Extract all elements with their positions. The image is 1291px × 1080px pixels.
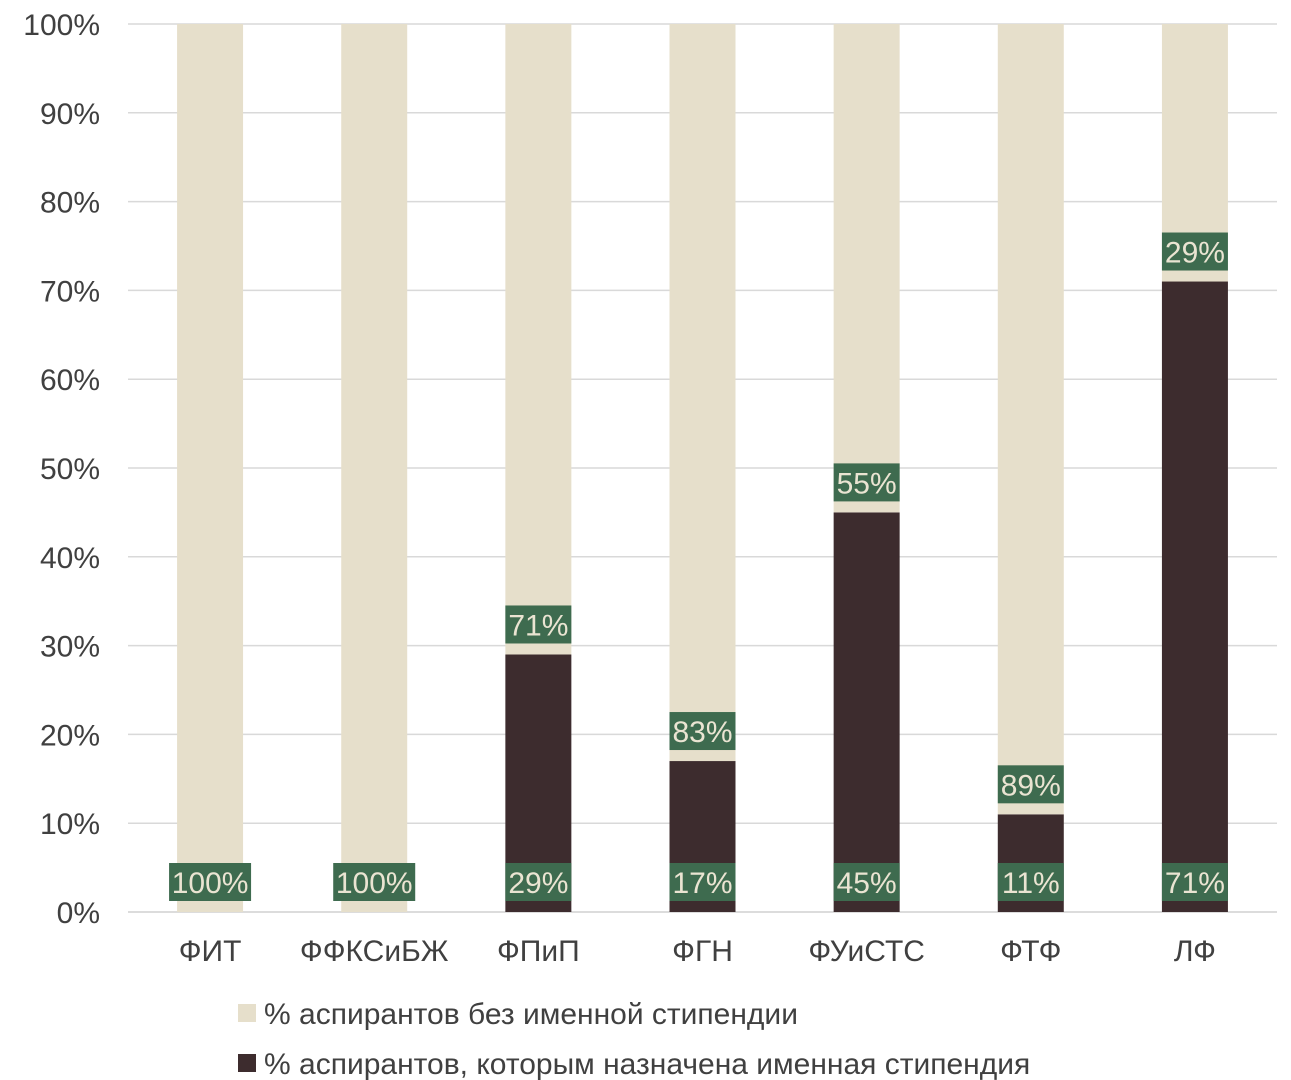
x-category-label: ЛФ	[1174, 935, 1216, 968]
x-category-label: ФФКСиБЖ	[300, 935, 449, 968]
x-category-label: ФТФ	[1000, 935, 1061, 968]
y-tick-label: 50%	[40, 453, 100, 486]
data-label-bg	[669, 863, 736, 901]
bar-segment-without-stipend	[177, 24, 244, 912]
data-label: 100%	[172, 867, 249, 900]
data-label-bg	[997, 863, 1064, 901]
y-tick-label: 40%	[40, 542, 100, 575]
bar-segment-with-stipend	[833, 512, 900, 912]
data-label: 45%	[837, 867, 897, 900]
data-label-bg	[333, 863, 416, 901]
data-label: 89%	[1001, 769, 1061, 802]
y-tick-label: 70%	[40, 275, 100, 308]
y-tick-label: 10%	[40, 808, 100, 841]
bar-segment-without-stipend	[505, 24, 572, 655]
x-axis-category-labels: ФИТ ФФКСиБЖ ФПиП ФГН ФУиСТС ФТФ ЛФ	[179, 935, 1216, 968]
y-tick-label: 60%	[40, 364, 100, 397]
y-axis-tick-labels: 0% 10% 20% 30% 40% 50% 60% 70% 80% 90% 100%	[23, 9, 100, 930]
data-label: 71%	[508, 609, 568, 642]
data-label: 17%	[672, 867, 732, 900]
legend-swatch	[238, 1054, 256, 1072]
y-tick-label: 20%	[40, 719, 100, 752]
data-label-bg	[1161, 232, 1228, 271]
x-category-label: ФПиП	[497, 935, 580, 968]
data-label-bg	[169, 863, 252, 901]
legend-swatch	[238, 1004, 256, 1022]
bar-segment-with-stipend	[1161, 281, 1228, 912]
y-tick-label: 100%	[23, 9, 100, 42]
data-label: 55%	[837, 467, 897, 500]
y-tick-label: 80%	[40, 187, 100, 220]
bar-segment-without-stipend	[341, 24, 408, 912]
data-label-bg	[833, 863, 900, 901]
data-label-bg	[997, 765, 1064, 804]
data-labels: 100% 100% 29% 71% 17% 83% 45% 55% 11% 89% 71% 29%	[169, 232, 1228, 901]
x-category-label: ФИТ	[179, 935, 242, 968]
data-label: 11%	[1002, 867, 1060, 900]
legend-label: % аспирантов без именной стипендии	[264, 998, 798, 1031]
data-label: 29%	[508, 867, 568, 900]
y-tick-label: 90%	[40, 98, 100, 131]
legend: % аспирантов без именной стипендии % аспи…	[238, 998, 1030, 1080]
y-tick-label: 30%	[40, 631, 100, 664]
bar-segment-without-stipend	[669, 24, 736, 762]
data-label: 83%	[672, 716, 732, 749]
data-label: 71%	[1165, 867, 1225, 900]
data-label: 29%	[1165, 237, 1225, 270]
x-category-label: ФУиСТС	[808, 935, 925, 968]
x-category-label: ФГН	[672, 935, 733, 968]
bars	[177, 24, 1228, 912]
data-label: 100%	[336, 867, 413, 900]
y-tick-label: 0%	[57, 897, 100, 930]
data-label-bg	[1161, 863, 1228, 901]
bar-segment-without-stipend	[833, 24, 900, 513]
data-label-bg	[505, 605, 572, 644]
legend-label: % аспирантов, которым назначена именная …	[264, 1048, 1030, 1080]
data-label-bg	[505, 863, 572, 901]
bar-segment-without-stipend	[997, 24, 1064, 815]
data-label-bg	[833, 463, 900, 502]
data-label-bg	[669, 712, 736, 751]
